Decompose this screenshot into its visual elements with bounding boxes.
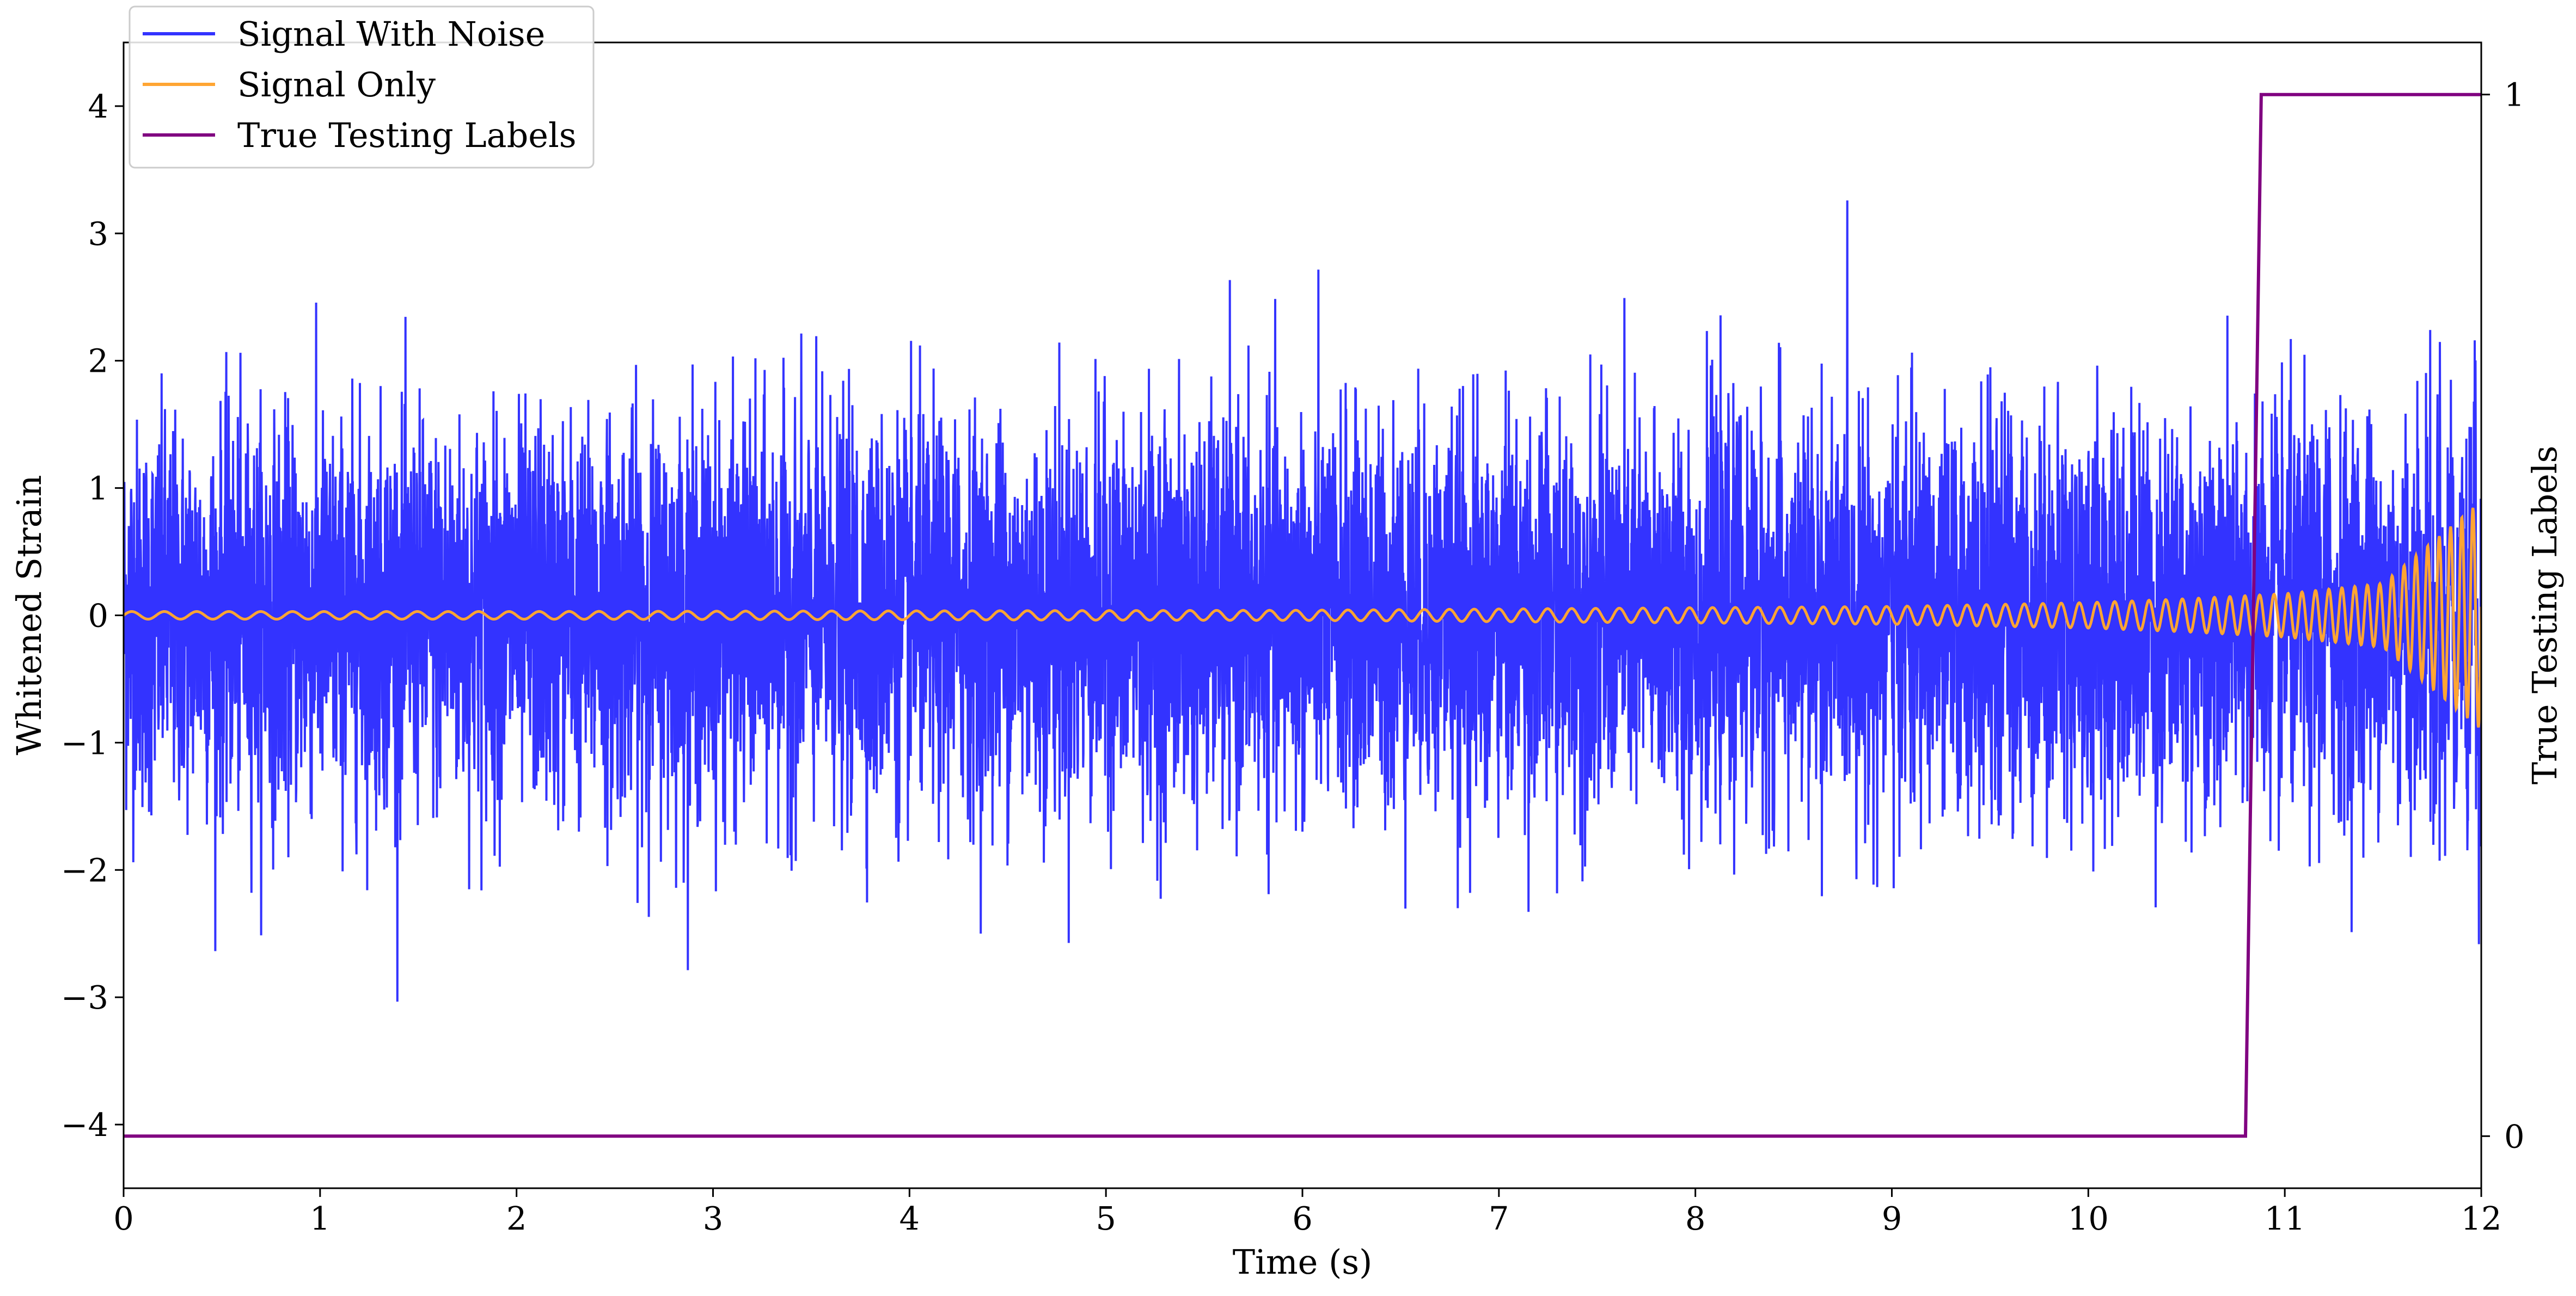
x-tick-label: 9 [1882,1200,1902,1237]
legend-box [129,5,595,169]
x-axis-label: Time (s) [1233,1242,1373,1282]
x-tick-label: 7 [1489,1200,1509,1237]
legend-label-signal-only: Signal Only [237,65,436,105]
y2-axis-label: True Testing Labels [2525,446,2565,785]
series-signal-with-noise [124,200,2481,1002]
x-tick-label: 12 [2461,1200,2501,1237]
y2-tick-label: 0 [2504,1117,2525,1155]
x-axis: 0 1 2 3 4 5 6 7 8 9 10 11 12 [113,1188,2502,1237]
x-tick-label: 11 [2265,1200,2305,1237]
y-axis-left: −4 −3 −2 −1 0 1 2 3 4 [61,88,124,1144]
y-tick-label: 3 [88,215,108,253]
y-tick-label: 1 [88,470,108,507]
y-tick-label: −2 [61,851,108,889]
y-tick-label: 0 [88,597,108,635]
x-tick-label: 6 [1292,1200,1313,1237]
y-tick-label: −1 [61,724,108,761]
legend-label-true-testing-labels: True Testing Labels [237,115,577,155]
series-signal-only [124,507,2481,728]
legend: Signal With Noise Signal Only True Testi… [129,5,595,169]
x-tick-label: 3 [703,1200,724,1237]
y2-tick-label: 1 [2504,76,2525,114]
x-tick-label: 1 [310,1200,331,1237]
y-tick-label: −4 [61,1106,108,1144]
legend-label-signal-with-noise: Signal With Noise [237,14,545,54]
y-axis-label: Whitened Strain [9,475,49,756]
y-tick-label: −3 [61,979,108,1016]
y-axis-right: 01 [2481,76,2525,1155]
x-tick-label: 4 [900,1200,920,1237]
plot-area [124,93,2481,1138]
y-tick-label: 4 [88,88,108,125]
series-true-testing-labels [124,93,2481,1138]
x-tick-label: 2 [506,1200,527,1237]
x-tick-label: 0 [113,1200,134,1237]
y-tick-label: 2 [88,342,108,380]
x-tick-label: 5 [1096,1200,1116,1237]
x-tick-label: 8 [1685,1200,1706,1237]
x-tick-label: 10 [2068,1200,2109,1237]
